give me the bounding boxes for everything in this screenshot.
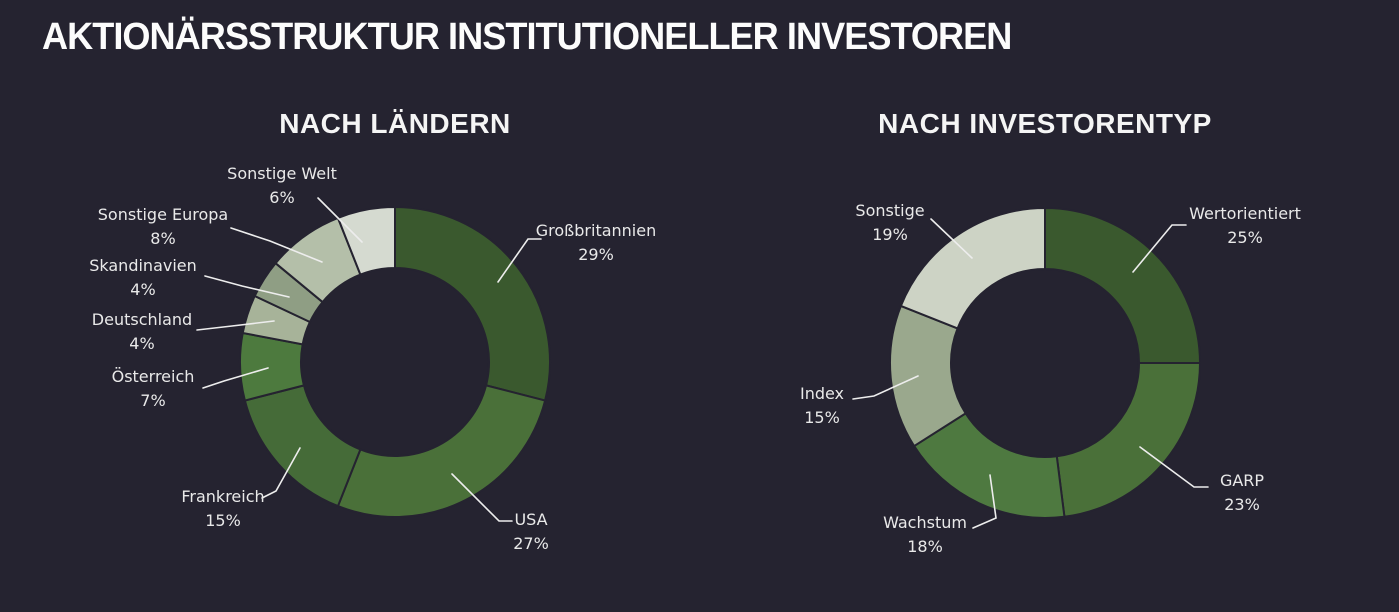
leader-line-usa: [451, 473, 513, 522]
segment-label-name: Index: [799, 384, 845, 403]
leader-line-sonstige-europa: [230, 227, 323, 263]
leader-line-index: [852, 375, 919, 400]
segment-label-percent: 8%: [150, 229, 176, 248]
leader-line-österreich: [202, 367, 269, 389]
segment-label-index: Index 15%: [800, 382, 844, 430]
donut-segment-sonstige: [899, 206, 1046, 330]
segment-label-sonstige-welt: Sonstige Welt 6%: [227, 162, 337, 210]
leader-line-wertorientiert: [1132, 224, 1187, 273]
segment-label-sonstige-europa: Sonstige Europa 8%: [98, 203, 228, 251]
segment-label-percent: 25%: [1227, 228, 1263, 247]
segment-label-percent: 15%: [804, 408, 840, 427]
segment-label-wachstum: Wachstum 18%: [883, 511, 967, 559]
segment-label-wertorientiert: Wertorientiert 25%: [1189, 202, 1301, 250]
segment-label-percent: 27%: [513, 534, 549, 553]
segment-label-sonstige: Sonstige 19%: [855, 199, 924, 247]
segment-label-österreich: Österreich 7%: [112, 365, 195, 413]
donut-segment-garp: [1055, 362, 1202, 518]
donut-segment-großbritannien: [394, 205, 551, 402]
segment-label-percent: 29%: [578, 245, 614, 264]
leader-line-garp: [1139, 446, 1209, 488]
segment-label-großbritannien: Großbritannien 29%: [536, 219, 656, 267]
segment-label-percent: 4%: [130, 280, 156, 299]
chart-title-investor-type: NACH INVESTORENTYP: [878, 108, 1212, 139]
leader-line-deutschland: [196, 320, 275, 331]
segment-label-name: Frankreich: [181, 487, 265, 506]
segment-label-name: GARP: [1219, 471, 1265, 490]
segment-label-percent: 15%: [205, 511, 241, 530]
segment-label-percent: 4%: [129, 334, 155, 353]
segment-label-name: Wachstum: [883, 513, 967, 532]
segment-label-percent: 19%: [872, 225, 908, 244]
donut-segment-wertorientiert: [1044, 206, 1202, 364]
leader-line-sonstige-welt: [317, 197, 363, 243]
leader-line-skandinavien: [204, 275, 290, 298]
donut-segment-sonstige-welt: [336, 205, 396, 276]
leader-line-wachstum: [972, 474, 997, 529]
leader-line-großbritannien: [497, 238, 542, 283]
segment-label-name: Sonstige Welt: [227, 164, 337, 183]
segment-label-percent: 7%: [140, 391, 166, 410]
segment-label-usa: USA 27%: [513, 508, 549, 556]
segment-label-deutschland: Deutschland 4%: [92, 308, 192, 356]
segment-label-percent: 23%: [1224, 495, 1260, 514]
page-title: AKTIONÄRSSTRUKTUR INSTITUTIONELLER INVES…: [42, 16, 1012, 58]
segment-label-name: Sonstige Europa: [97, 205, 229, 224]
segment-label-name: Deutschland: [91, 310, 193, 329]
segment-label-percent: 6%: [269, 188, 295, 207]
segment-label-garp: GARP 23%: [1220, 469, 1264, 517]
segment-label-name: USA: [514, 510, 548, 529]
segment-label-percent: 18%: [907, 537, 943, 556]
segment-label-name: Wertorientiert: [1189, 204, 1301, 223]
donut-segment-usa: [336, 384, 547, 518]
segment-label-skandinavien: Skandinavien 4%: [89, 254, 197, 302]
segment-label-name: Sonstige: [855, 201, 925, 220]
segment-label-frankreich: Frankreich 15%: [181, 485, 264, 533]
segment-label-name: Österreich: [111, 367, 195, 386]
segment-label-name: Großbritannien: [535, 221, 657, 240]
leader-line-sonstige: [930, 218, 973, 259]
leader-line-frankreich: [261, 447, 301, 499]
segment-label-name: Skandinavien: [89, 256, 197, 275]
chart-title-countries: NACH LÄNDERN: [279, 108, 511, 139]
